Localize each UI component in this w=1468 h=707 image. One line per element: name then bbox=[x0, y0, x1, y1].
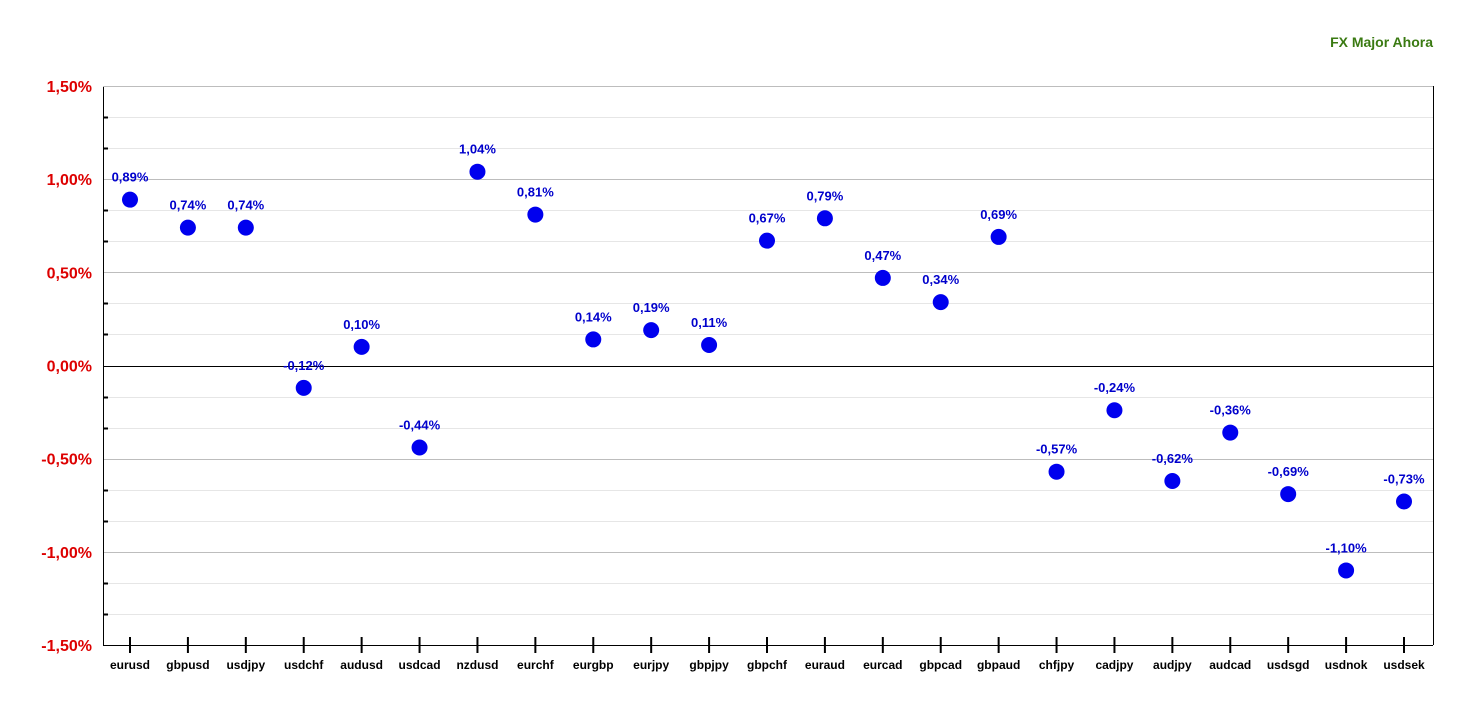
data-point bbox=[237, 219, 254, 236]
x-tick-label: cadjpy bbox=[1095, 658, 1133, 672]
x-tick-label: gbpaud bbox=[977, 658, 1020, 672]
data-label: 0,81% bbox=[517, 185, 554, 200]
data-point bbox=[932, 294, 949, 311]
data-point bbox=[1396, 493, 1412, 510]
x-tick-label: audusd bbox=[340, 658, 383, 672]
x-tick-label: usdsek bbox=[1383, 658, 1425, 672]
data-label: -0,62% bbox=[1152, 451, 1194, 466]
x-tick-label: eurgbp bbox=[573, 658, 614, 672]
x-tick-label: euraud bbox=[805, 658, 845, 672]
x-tick-label: gbpusd bbox=[166, 658, 209, 672]
data-point bbox=[1338, 562, 1355, 579]
y-tick-label: 1,00% bbox=[47, 172, 92, 189]
y-tick-label: -1,50% bbox=[41, 638, 92, 655]
data-label: -0,73% bbox=[1383, 472, 1425, 487]
x-tick-label: audjpy bbox=[1153, 658, 1192, 672]
data-label: 0,69% bbox=[980, 207, 1017, 222]
data-point bbox=[816, 210, 833, 227]
data-point bbox=[527, 206, 544, 223]
data-label: -0,36% bbox=[1210, 403, 1252, 418]
data-point bbox=[1164, 473, 1181, 490]
data-label: 0,47% bbox=[864, 248, 901, 263]
x-tick-label: nzdusd bbox=[456, 658, 498, 672]
data-point bbox=[643, 322, 660, 339]
x-tick-label: eurjpy bbox=[633, 658, 669, 672]
data-label: -1,10% bbox=[1325, 540, 1367, 555]
data-label: 0,19% bbox=[633, 300, 670, 315]
y-tick-label: 0,00% bbox=[47, 359, 92, 376]
data-label: 0,79% bbox=[806, 188, 843, 203]
data-label: 0,74% bbox=[169, 198, 206, 213]
data-point bbox=[759, 232, 775, 249]
y-tick-label: 0,50% bbox=[47, 265, 92, 282]
data-label: 0,34% bbox=[922, 272, 959, 287]
data-point bbox=[585, 331, 602, 348]
data-point bbox=[122, 191, 138, 208]
x-tick-label: chfjpy bbox=[1039, 658, 1075, 672]
data-point bbox=[353, 338, 370, 355]
x-tick-label: usdsgd bbox=[1267, 658, 1310, 672]
data-label: -0,12% bbox=[283, 358, 325, 373]
data-point bbox=[1280, 486, 1297, 503]
data-point bbox=[295, 379, 312, 396]
data-point bbox=[469, 163, 486, 180]
data-point bbox=[411, 439, 428, 456]
data-label: -0,69% bbox=[1268, 464, 1310, 479]
y-tick-label: 1,50% bbox=[47, 79, 92, 96]
x-tick-label: usdcad bbox=[399, 658, 441, 672]
x-tick-label: gbpjpy bbox=[689, 658, 729, 672]
data-label: 1,04% bbox=[459, 142, 496, 157]
x-tick-label: audcad bbox=[1209, 658, 1251, 672]
chart-title: FX Major Ahora bbox=[1330, 34, 1433, 50]
data-label: 0,67% bbox=[749, 211, 786, 226]
x-tick-label: usdnok bbox=[1325, 658, 1368, 672]
y-tick-label: -1,00% bbox=[41, 545, 92, 562]
data-point bbox=[874, 269, 891, 286]
data-label: 0,89% bbox=[112, 170, 149, 185]
data-label: 0,14% bbox=[575, 309, 612, 324]
data-point bbox=[1048, 463, 1065, 480]
data-label: 0,11% bbox=[691, 315, 728, 330]
y-tick-label: -0,50% bbox=[41, 452, 92, 469]
data-label: -0,24% bbox=[1094, 380, 1136, 395]
data-label: -0,44% bbox=[399, 417, 441, 432]
data-label: 0,74% bbox=[227, 198, 264, 213]
data-point bbox=[701, 337, 718, 354]
data-point bbox=[1222, 424, 1239, 441]
x-tick-label: gbpchf bbox=[747, 658, 788, 672]
data-point bbox=[990, 228, 1007, 245]
data-point bbox=[179, 219, 196, 236]
x-tick-label: gbpcad bbox=[919, 658, 962, 672]
data-label: -0,57% bbox=[1036, 442, 1078, 457]
data-label: 0,10% bbox=[343, 317, 380, 332]
x-tick-label: usdchf bbox=[284, 658, 324, 672]
data-point bbox=[1106, 402, 1123, 419]
x-tick-label: eurusd bbox=[110, 658, 150, 672]
x-tick-label: usdjpy bbox=[226, 658, 265, 672]
x-tick-label: eurchf bbox=[517, 658, 555, 672]
x-tick-label: eurcad bbox=[863, 658, 902, 672]
